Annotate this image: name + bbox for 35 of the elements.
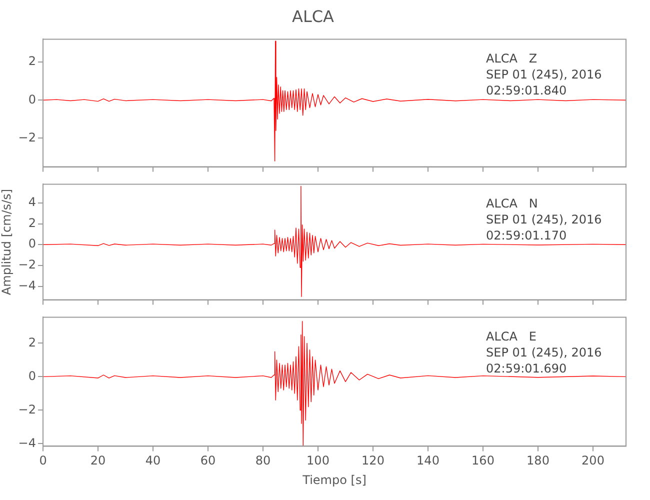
y-tick-label: 2 bbox=[28, 216, 36, 230]
y-tick-label: −2 bbox=[18, 130, 36, 144]
annotation: 02:59:01.840 bbox=[486, 83, 567, 98]
x-tick-label: 140 bbox=[416, 454, 440, 468]
x-tick-label: 20 bbox=[90, 454, 106, 468]
x-tick-label: 120 bbox=[362, 454, 384, 468]
chart-title: ALCA bbox=[292, 6, 334, 26]
y-tick-label: 0 bbox=[28, 92, 36, 106]
y-tick-label: −2 bbox=[18, 258, 36, 272]
y-tick-label: −2 bbox=[18, 402, 36, 416]
y-tick-label: 2 bbox=[28, 335, 36, 350]
y-tick-label: 4 bbox=[28, 195, 36, 210]
x-tick-label: 80 bbox=[255, 454, 271, 468]
x-tick-label: 0 bbox=[39, 454, 47, 468]
x-tick-label: 60 bbox=[200, 454, 216, 468]
y-tick-label: 2 bbox=[28, 54, 36, 68]
x-axis-title: Tiempo [s] bbox=[302, 472, 366, 487]
annotation: ALCA Z bbox=[486, 51, 538, 66]
x-tick-label: 160 bbox=[472, 454, 494, 468]
x-tick-label: 200 bbox=[582, 454, 604, 468]
annotation: ALCA N bbox=[486, 196, 538, 210]
x-tick-label: 100 bbox=[306, 454, 330, 468]
y-tick-label: 0 bbox=[28, 236, 36, 251]
x-tick-label: 180 bbox=[526, 454, 550, 468]
annotation: 02:59:01.690 bbox=[486, 361, 567, 376]
y-tick-label: −4 bbox=[18, 436, 36, 450]
annotation: SEP 01 (245), 2016 bbox=[486, 345, 602, 360]
annotation: SEP 01 (245), 2016 bbox=[486, 212, 602, 226]
annotation: SEP 01 (245), 2016 bbox=[486, 67, 602, 82]
x-tick-label: 40 bbox=[145, 454, 161, 468]
y-tick-label: 0 bbox=[28, 368, 36, 383]
y-tick-label: −4 bbox=[18, 278, 36, 292]
annotation: ALCA E bbox=[486, 329, 537, 344]
annotation: 02:59:01.170 bbox=[486, 228, 567, 242]
y-axis-title: Amplitud [cm/s/s] bbox=[0, 188, 14, 296]
